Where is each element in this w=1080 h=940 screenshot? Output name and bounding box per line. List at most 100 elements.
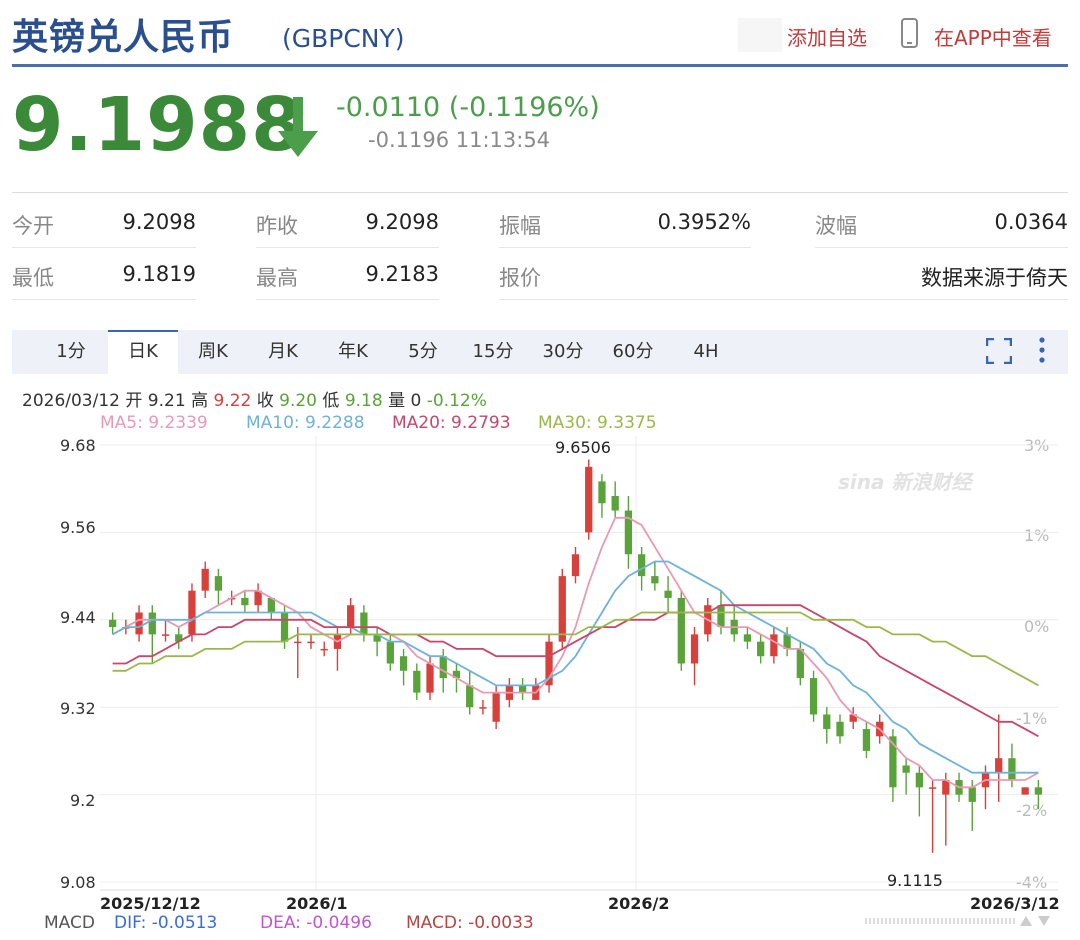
divider (12, 247, 196, 248)
low-value: 9.1819 (122, 262, 196, 286)
candle-body (518, 685, 527, 693)
candle-body (624, 510, 633, 555)
candle-body (479, 707, 487, 709)
high-value: 9.2183 (365, 262, 439, 286)
x-tick: 2026/2 (608, 894, 670, 913)
x-tick: 2026/3/12 (970, 894, 1060, 913)
pct-tick: 1% (1024, 526, 1050, 545)
macd-dif: DIF: -0.0513 (114, 913, 218, 933)
series-line-ma20 (112, 604, 1039, 738)
candle-body (942, 780, 950, 795)
add-watch-button[interactable]: 添加自选 (787, 26, 867, 50)
fullscreen-icon[interactable] (986, 338, 1012, 364)
candle-body (1021, 787, 1029, 795)
more-vertical-icon[interactable] (1036, 336, 1048, 364)
price-change: -0.0110 (-0.1196%) (336, 92, 600, 123)
scroll-navigator[interactable] (865, 918, 1015, 924)
phone-icon[interactable] (901, 18, 918, 48)
pct-tick: -2% (1016, 801, 1048, 820)
series-line-ma5 (112, 516, 1039, 789)
candle-body (743, 634, 752, 642)
candle-body (294, 641, 302, 644)
ohlc-close-label: 收 (256, 391, 274, 411)
symbol-code: (GBPCNY) (282, 24, 405, 53)
ohlc-high-label: 高 (191, 391, 209, 411)
legend-ma30: MA30: 9.3375 (538, 413, 657, 433)
divider (499, 299, 1068, 300)
candle-body (254, 590, 262, 606)
candle-body (915, 772, 923, 788)
y-tick: 9.32 (60, 699, 96, 718)
divider (256, 299, 439, 300)
ohlc-vol: 0 (410, 391, 422, 411)
header-divider (12, 64, 1068, 67)
ohlc-pct: -0.12% (426, 391, 487, 411)
chart-period-tabs (12, 330, 1068, 374)
candle-body (770, 634, 778, 657)
tab-daily[interactable]: 日K (108, 330, 178, 374)
series-line-ma10 (112, 560, 1039, 774)
tab-monthly[interactable]: 月K (268, 341, 298, 362)
candle-body (717, 605, 725, 628)
candle-body (968, 787, 976, 802)
legend-ma20: MA20: 9.2793 (392, 413, 511, 433)
ohlc-low-label: 低 (322, 391, 340, 411)
high-label: 最高 (256, 266, 298, 290)
tab-15min[interactable]: 15分 (472, 341, 514, 362)
tab-1min[interactable]: 1分 (56, 341, 86, 362)
wave-value: 0.0364 (994, 210, 1068, 234)
candle-body (307, 641, 315, 644)
tab-weekly[interactable]: 周K (198, 341, 228, 362)
candle-body (637, 554, 646, 577)
tab-5min[interactable]: 5分 (408, 341, 438, 362)
scroll-arrows-icon[interactable] (1018, 914, 1052, 928)
add-watch-placeholder (738, 18, 782, 52)
min-label: 9.1115 (887, 871, 943, 890)
x-tick: 2025/12/12 (100, 894, 201, 913)
tab-30min[interactable]: 30分 (542, 341, 584, 362)
candle-body (320, 648, 328, 651)
macd-value: MACD: -0.0033 (406, 913, 534, 933)
candle-body (148, 612, 156, 635)
candle-body (1008, 758, 1016, 781)
divider (499, 247, 751, 248)
y-tick: 9.56 (60, 518, 96, 537)
y-tick: 9.68 (60, 436, 96, 455)
ohlc-vol-label: 量 (388, 391, 406, 411)
candle-body (995, 758, 1003, 773)
candle-body (399, 656, 408, 671)
page-title: 英镑兑人民币 (12, 17, 235, 58)
open-value: 9.2098 (122, 210, 196, 234)
candle-body (373, 634, 381, 642)
candle-body (386, 641, 394, 664)
candle-body (280, 612, 289, 642)
candle-body (598, 481, 606, 504)
candle-body (690, 634, 699, 664)
tab-yearly[interactable]: 年K (338, 341, 368, 362)
candle-body (452, 670, 461, 679)
candle-body (611, 495, 619, 511)
candle-body (161, 634, 170, 636)
macd-label: MACD (44, 913, 95, 933)
low-label: 最低 (12, 266, 54, 290)
legend-ma5: MA5: 9.2339 (100, 413, 208, 433)
candle-body (545, 641, 553, 686)
ohlc-open-label: 开 (125, 391, 143, 411)
y-tick: 9.2 (70, 791, 96, 810)
ohlc-close: 9.20 (279, 391, 317, 411)
candle-body (347, 605, 355, 628)
tab-60min[interactable]: 60分 (612, 341, 654, 362)
candle-body (135, 612, 143, 635)
pct-tick: 0% (1024, 617, 1050, 636)
candle-body (413, 670, 421, 693)
legend-ma10: MA10: 9.2288 (246, 413, 365, 433)
open-label: 今开 (12, 214, 54, 238)
x-tick: 2026/1 (286, 894, 348, 913)
candle-body (902, 765, 910, 773)
tab-4h[interactable]: 4H (693, 341, 719, 362)
view-in-app-link[interactable]: 在APP中查看 (934, 26, 1052, 50)
amplitude-value: 0.3952% (657, 210, 751, 234)
candle-body (360, 612, 368, 635)
wave-label: 波幅 (815, 214, 857, 238)
